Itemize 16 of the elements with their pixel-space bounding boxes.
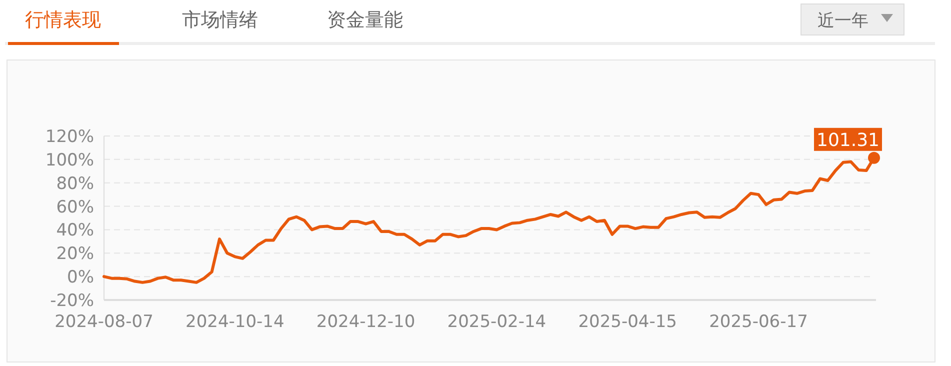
y-tick-label: 100% [45, 150, 94, 170]
x-tick-label: 2024-10-14 [186, 312, 284, 332]
y-tick-label: 120% [45, 127, 94, 147]
y-tick-label: 80% [56, 174, 94, 194]
x-tick-label: 2024-12-10 [316, 312, 416, 332]
y-tick-label: -20% [50, 291, 94, 311]
x-tick-label: 2025-02-14 [447, 312, 546, 332]
y-tick-label: 20% [56, 244, 94, 264]
y-tick-label: 0% [67, 268, 94, 288]
x-tick-label: 2025-06-17 [709, 312, 808, 332]
data-label: 101.31 [816, 130, 880, 151]
x-tick-label: 2025-04-15 [578, 312, 677, 332]
x-tick-label: 2024-08-07 [54, 312, 154, 332]
tabs: 行情表现 市场情绪 资金量能 近一年 [5, 4, 935, 45]
y-tick-label: 40% [56, 220, 94, 241]
y-tick-label: 60% [56, 197, 94, 218]
